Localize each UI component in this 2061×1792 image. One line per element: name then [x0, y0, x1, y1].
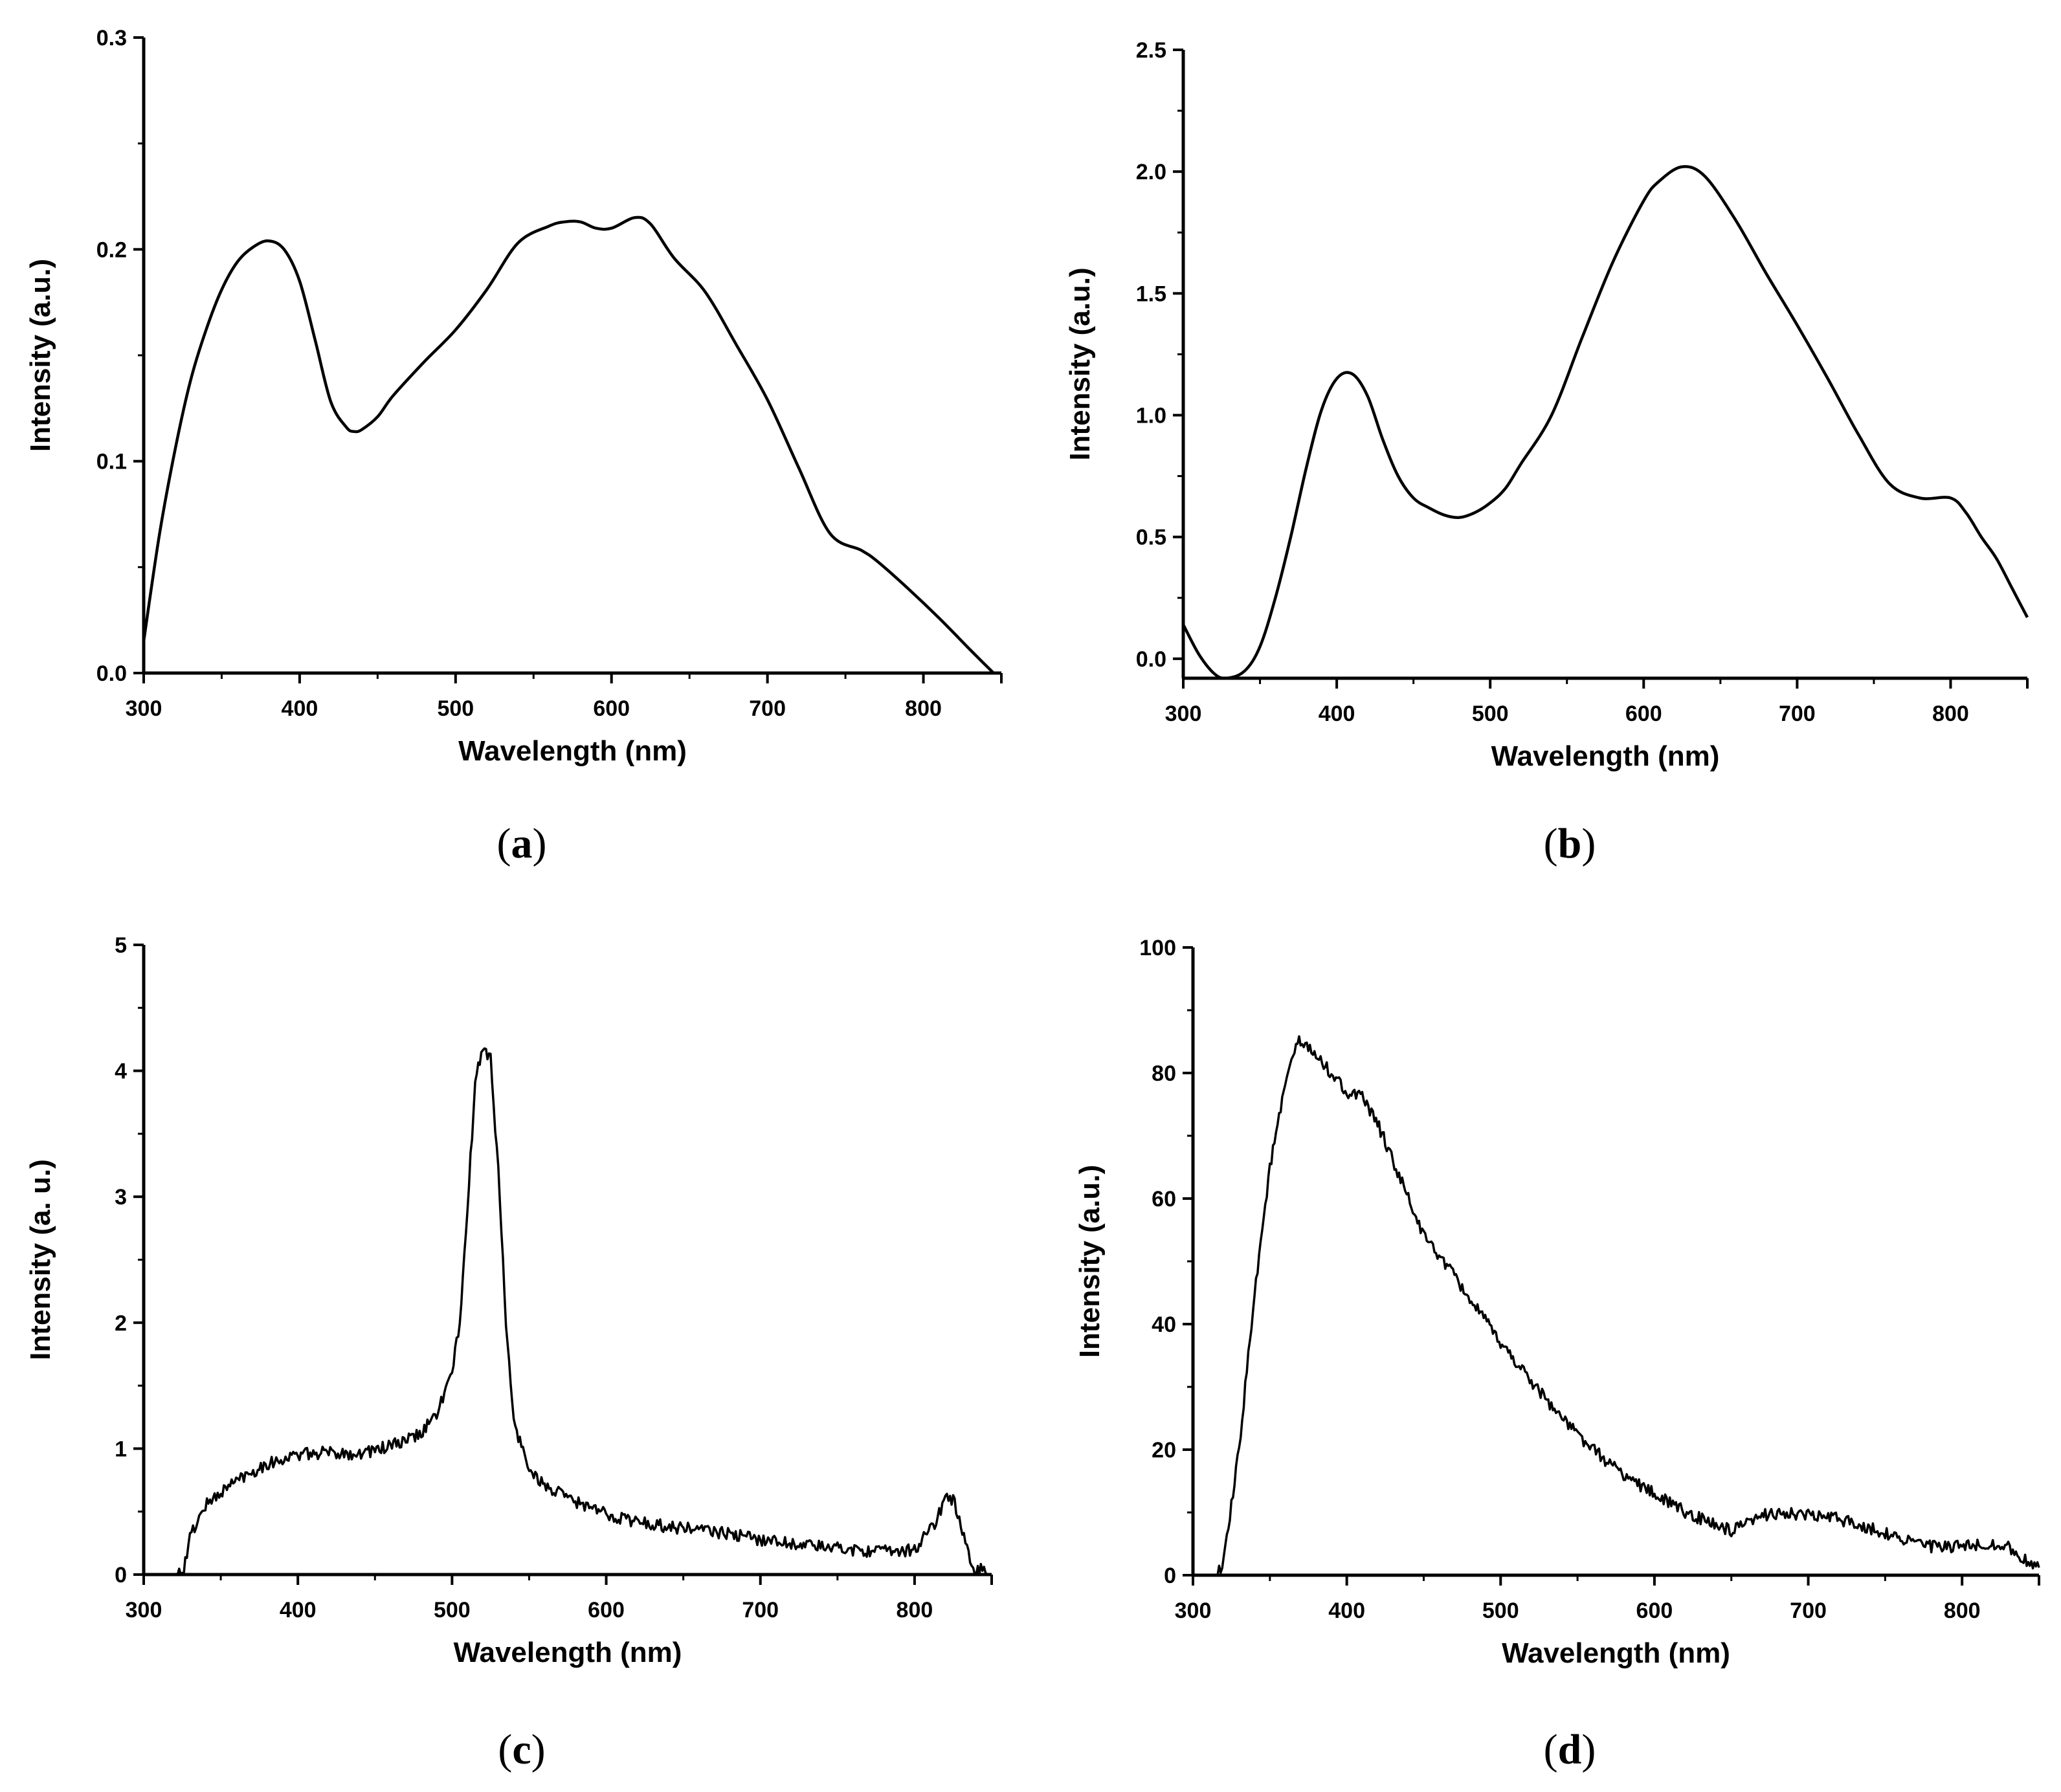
caption-open: ( [498, 1726, 512, 1773]
chart-panel-d: 300 400 500 600 700 800 0 20 40 60 80 100 Wavelength… [1074, 936, 2040, 1773]
y-tick-label: 2.5 [1136, 38, 1166, 63]
series-line [144, 1047, 989, 1576]
y-tick-label: 3 [115, 1185, 127, 1210]
caption-close: ) [531, 1726, 546, 1773]
caption-open: ( [1544, 1726, 1558, 1773]
y-axis-title: Intensity (a.u.) [25, 259, 56, 452]
panel-caption: (b) [1544, 820, 1596, 867]
y-tick-label: 0.0 [96, 661, 127, 686]
y-tick-label: 2.0 [1136, 160, 1166, 184]
chart-panel-a: 300 400 500 600 700 800 0.0 0.1 0.2 0.3 Wavelength… [25, 26, 1003, 867]
y-tick-label: 5 [115, 933, 127, 958]
y-tick-label: 0.5 [1136, 525, 1166, 550]
x-tick-label: 700 [742, 1598, 779, 1622]
x-tick-label: 800 [897, 1598, 933, 1622]
series-line [1182, 165, 2029, 680]
y-tick-label: 0.1 [96, 450, 127, 474]
chart-panel-c: 300 400 500 600 700 800 0 1 2 3 4 5 Wavelength (nm) I… [25, 933, 993, 1773]
y-tick-label: 40 [1152, 1312, 1176, 1337]
x-tick-label: 700 [749, 696, 786, 721]
y-tick-label: 100 [1139, 936, 1176, 960]
x-tick-label: 800 [905, 696, 942, 721]
x-tick-label: 600 [593, 696, 630, 721]
caption-letter: c [512, 1726, 531, 1773]
x-tick-label: 400 [1328, 1598, 1365, 1623]
panel-caption: (d) [1544, 1726, 1596, 1773]
x-tick-label: 800 [1944, 1598, 1981, 1623]
chart-panel-b: 300 400 500 600 700 800 0.0 0.5 1.0 1.5 2.0 2.5 Wave… [1064, 38, 2029, 867]
y-tick-label: 0 [115, 1563, 127, 1587]
x-tick-label: 500 [1482, 1598, 1519, 1623]
y-tick-label: 80 [1152, 1061, 1176, 1086]
caption-letter: a [511, 820, 533, 867]
y-tick-label: 1.0 [1136, 404, 1166, 428]
y-tick-label: 0.3 [96, 26, 127, 50]
x-axis-title: Wavelength (nm) [454, 1637, 682, 1668]
x-tick-label: 400 [282, 696, 318, 721]
y-axis-title: Intensity (a.u.) [1064, 267, 1096, 460]
x-tick-label: 700 [1790, 1598, 1827, 1623]
x-tick-label: 600 [588, 1598, 625, 1622]
x-tick-label: 400 [280, 1598, 317, 1622]
x-tick-label: 600 [1625, 702, 1662, 726]
x-tick-label: 500 [437, 696, 474, 721]
caption-open: ( [1544, 820, 1558, 867]
x-axis-title: Wavelength (nm) [1502, 1637, 1730, 1669]
caption-open: ( [497, 820, 511, 867]
y-tick-label: 1.5 [1136, 282, 1166, 306]
series-line [142, 216, 995, 674]
caption-letter: d [1558, 1726, 1582, 1773]
y-tick-label: 60 [1152, 1187, 1176, 1211]
y-axis-title: Intensity (a. u.) [25, 1159, 56, 1360]
caption-letter: b [1558, 820, 1582, 867]
panel-caption: (a) [497, 820, 547, 867]
series-line [1193, 1035, 2040, 1576]
caption-close: ) [1581, 1726, 1596, 1773]
x-axis-title: Wavelength (nm) [1491, 740, 1720, 772]
x-tick-label: 300 [126, 696, 162, 721]
y-tick-label: 0.2 [96, 238, 127, 262]
y-tick-label: 1 [115, 1437, 127, 1461]
y-tick-label: 4 [115, 1059, 127, 1084]
panel-caption: (c) [498, 1726, 545, 1773]
x-tick-label: 300 [1175, 1598, 1212, 1623]
y-axis-title: Intensity (a.u.) [1074, 1165, 1106, 1358]
x-tick-label: 500 [1472, 702, 1509, 726]
y-tick-label: 20 [1152, 1438, 1176, 1463]
x-tick-label: 300 [126, 1598, 162, 1622]
x-tick-label: 600 [1636, 1598, 1673, 1623]
y-tick-label: 0.0 [1136, 647, 1166, 672]
x-tick-label: 300 [1165, 702, 1202, 726]
x-tick-label: 700 [1779, 702, 1816, 726]
y-tick-label: 2 [115, 1311, 127, 1336]
x-tick-label: 400 [1319, 702, 1355, 726]
caption-close: ) [533, 820, 547, 867]
x-tick-label: 500 [434, 1598, 471, 1622]
x-axis-title: Wavelength (nm) [458, 735, 687, 767]
x-tick-label: 800 [1932, 702, 1969, 726]
y-tick-label: 0 [1164, 1564, 1176, 1588]
caption-close: ) [1581, 820, 1596, 867]
